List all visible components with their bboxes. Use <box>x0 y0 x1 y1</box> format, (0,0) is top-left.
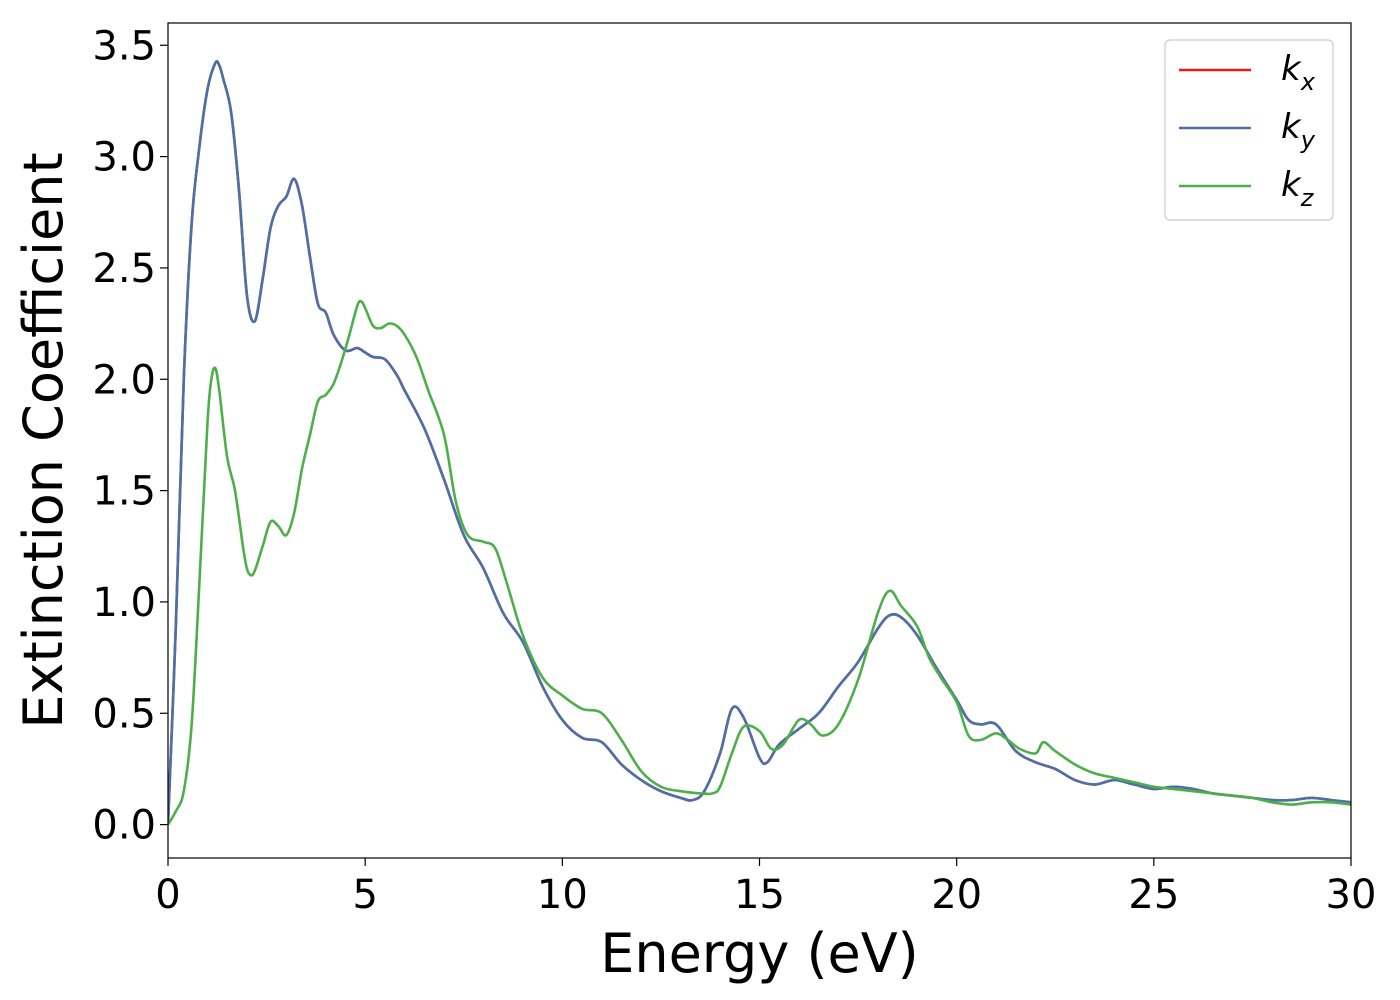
x-axis-title: Energy (eV) <box>600 922 919 985</box>
x-tick-label: 10 <box>537 872 588 918</box>
x-tick-label: 30 <box>1326 872 1377 918</box>
x-tick-label: 5 <box>352 872 377 918</box>
legend: kx ky kz <box>1164 39 1334 221</box>
y-axis: 0.0 0.5 1.0 1.5 2.0 2.5 3.0 3.5 <box>92 23 168 849</box>
x-tick-label: 0 <box>155 872 180 918</box>
y-axis-title: Extinction Coefficient <box>12 152 75 728</box>
y-tick-label: 2.5 <box>92 246 156 292</box>
x-tick-label: 25 <box>1128 872 1179 918</box>
series-layer <box>168 60 1351 826</box>
y-tick-label: 3.5 <box>92 23 156 69</box>
x-axis: 0 5 10 15 20 25 30 <box>155 858 1376 918</box>
series-line-k-y <box>168 60 1351 825</box>
y-tick-label: 1.5 <box>92 469 156 515</box>
legend-box <box>1164 39 1334 221</box>
y-tick-label: 0.0 <box>92 803 156 849</box>
legend-label-k-x: kx <box>1281 49 1316 96</box>
legend-label-k-z: kz <box>1281 165 1315 212</box>
legend-label-k-y: ky <box>1281 107 1316 154</box>
y-tick-label: 0.5 <box>92 691 156 737</box>
y-tick-label: 2.0 <box>92 357 156 403</box>
series-line-k-z <box>168 299 1351 826</box>
x-tick-label: 20 <box>931 872 982 918</box>
x-tick-label: 15 <box>734 872 785 918</box>
y-tick-label: 3.0 <box>92 135 156 181</box>
y-tick-label: 1.0 <box>92 580 156 626</box>
